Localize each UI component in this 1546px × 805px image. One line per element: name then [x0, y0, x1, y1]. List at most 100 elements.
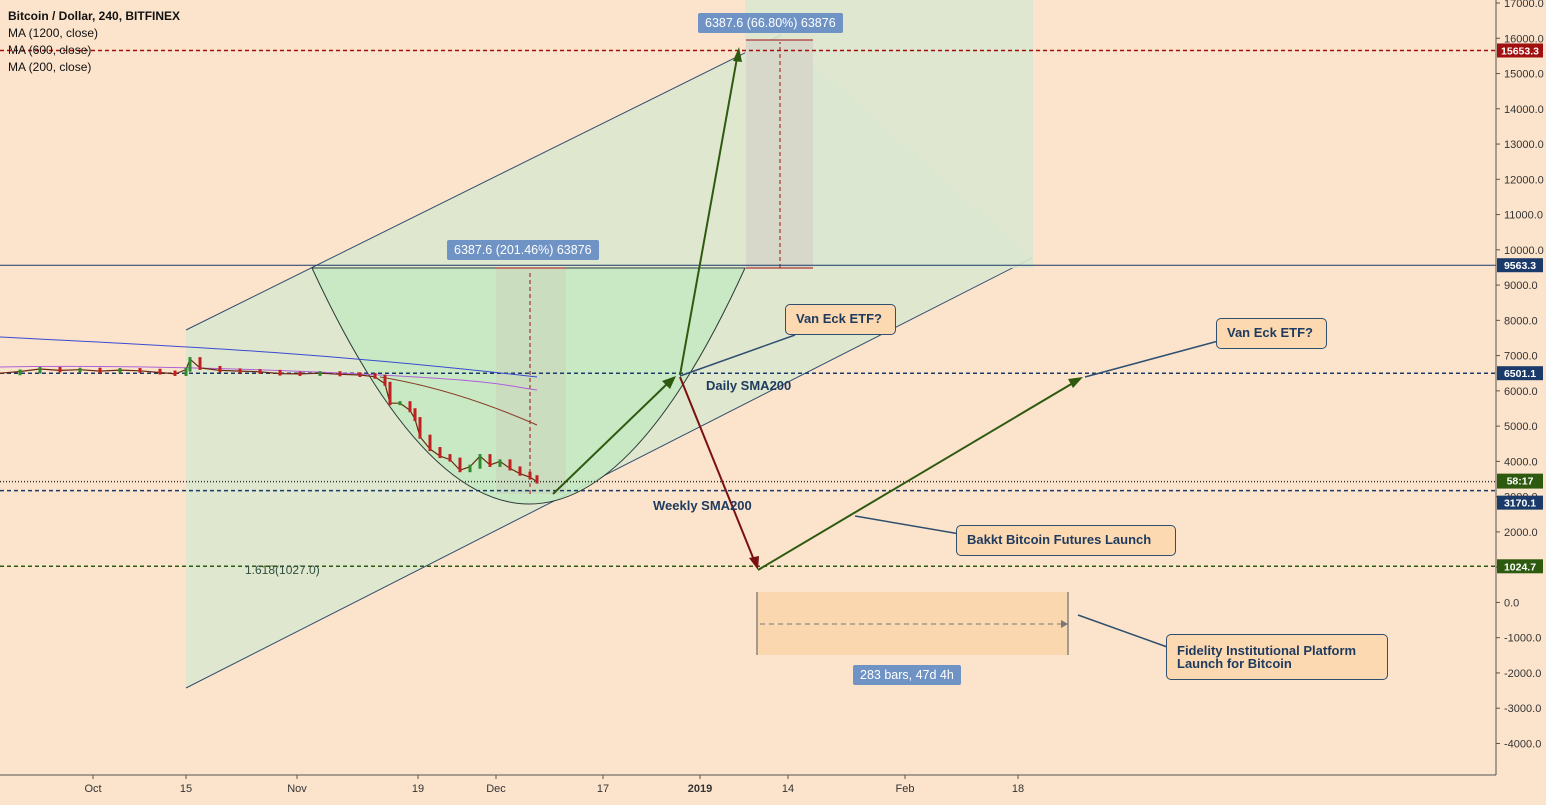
candle [413, 408, 417, 422]
x-tick-label: 14 [782, 783, 794, 795]
legend-symbol: Bitcoin / Dollar, 240, BITFINEX [8, 9, 181, 23]
candle [418, 417, 422, 439]
candle [468, 464, 472, 473]
y-tick-label: 0.0 [1504, 597, 1519, 609]
y-tick-label: -4000.0 [1504, 738, 1541, 750]
ma-1200-line [0, 336, 538, 378]
y-tick-label: 15000.0 [1504, 69, 1544, 81]
candle [428, 434, 432, 452]
y-tick-label: 16000.0 [1504, 33, 1544, 45]
candle [238, 368, 242, 374]
callout-van-eck-2[interactable]: Van Eck ETF? [1216, 318, 1327, 349]
arrow-up-1-head [662, 376, 676, 389]
candle [388, 381, 392, 406]
x-tick-label: 2019 [688, 783, 712, 795]
candle [258, 369, 262, 374]
candle [18, 369, 22, 376]
candle [528, 471, 532, 480]
arrow-up-3-head [1068, 377, 1083, 388]
bars-range-label: 283 bars, 47d 4h [853, 665, 961, 685]
callout-bakkt[interactable]: Bakkt Bitcoin Futures Launch [956, 525, 1176, 556]
arrow-up-2 [679, 57, 738, 376]
arrow-down-head [749, 556, 759, 570]
pointer-bakkt [854, 515, 961, 535]
candle [184, 367, 188, 376]
candle [448, 454, 452, 462]
price-tag [1497, 43, 1543, 58]
candle [278, 369, 282, 376]
arrow-down [679, 376, 755, 561]
candle [118, 368, 122, 374]
candle [383, 374, 387, 386]
callout-fidelity[interactable]: Fidelity Institutional Platform Launch f… [1166, 634, 1388, 680]
callout-van-eck-1[interactable]: Van Eck ETF? [785, 304, 896, 335]
y-tick-label: 4000.0 [1504, 456, 1538, 468]
fidelity-line2: Launch for Bitcoin [1177, 656, 1292, 671]
candle [38, 366, 42, 374]
channel-upper-line [185, 34, 782, 331]
y-tick-label: -1000.0 [1504, 633, 1541, 645]
price-tag [1497, 559, 1543, 574]
x-tick-label: 18 [1012, 783, 1024, 795]
target-top-label: 6387.6 (66.80%) 63876 [698, 13, 843, 33]
arrow-up-3 [757, 382, 1074, 571]
price-tag-label: 1024.7 [1504, 561, 1536, 573]
y-tick-label: 17000.0 [1504, 0, 1544, 10]
candle [198, 357, 202, 370]
candle [158, 368, 162, 375]
daily-sma-label: Daily SMA200 [706, 378, 792, 393]
candle [138, 368, 142, 373]
y-tick-label: 9000.0 [1504, 280, 1538, 292]
pointer-van-eck-2 [1084, 339, 1223, 378]
y-tick-label: -2000.0 [1504, 668, 1541, 680]
y-tick-label: 14000.0 [1504, 104, 1544, 116]
y-tick-label: -3000.0 [1504, 703, 1541, 715]
y-tick-label: 12000.0 [1504, 174, 1544, 186]
candle [408, 401, 412, 413]
price-axis[interactable]: 17000.0 16000.0 15000.0 14000.0 13000.0 12000… [1496, 0, 1544, 750]
candle [218, 365, 222, 373]
price-tag-label: 15653.3 [1501, 45, 1539, 57]
candle [518, 466, 522, 476]
target-mid-label: 6387.6 (201.46%) 63876 [447, 240, 599, 260]
candle [488, 454, 492, 467]
price-tag [1497, 258, 1543, 273]
y-tick-label: 2000.0 [1504, 527, 1538, 539]
candle [298, 371, 302, 376]
price-line [0, 358, 538, 483]
candle [78, 367, 82, 373]
candle [535, 475, 539, 484]
x-tick-label: Dec [486, 783, 506, 795]
price-tag-label: 3170.1 [1504, 498, 1536, 510]
x-tick-label: Oct [84, 783, 101, 795]
price-tags: 15653.39563.36501.13427.358:173170.11024… [1497, 43, 1543, 574]
y-tick-label: 13000.0 [1504, 139, 1544, 151]
y-tick-label: 10000.0 [1504, 245, 1544, 257]
price-tag-label: 58:17 [1507, 476, 1534, 488]
time-range-arrowhead [1061, 620, 1068, 628]
weekly-sma-label: Weekly SMA200 [653, 498, 752, 513]
price-tag [1497, 366, 1543, 381]
candle [498, 459, 502, 467]
arrow-up-1 [552, 382, 669, 495]
horizontal-levels [0, 49, 1496, 568]
time-axis[interactable]: Oct 15 Nov 19 Dec 17 2019 14 Feb 18 [84, 775, 1024, 795]
legend-ma-200: MA (200, close) [8, 60, 92, 74]
price-tag-label: 6501.1 [1504, 368, 1536, 380]
price-tag [1497, 473, 1543, 488]
candle [458, 457, 462, 473]
price-tag-label: 9563.3 [1504, 260, 1536, 272]
candle [508, 459, 512, 471]
fidelity-line1: Fidelity Institutional Platform [1177, 643, 1357, 658]
candle [98, 367, 102, 374]
candle [338, 371, 342, 377]
pointer-fidelity [1077, 614, 1171, 649]
mid-measure-box [496, 268, 566, 494]
candle [358, 372, 362, 377]
price-axis-bg [1496, 0, 1546, 775]
fib-label: 1.618(1027.0) [245, 563, 320, 577]
candle [398, 401, 402, 406]
y-tick-label: 11000.0 [1504, 210, 1543, 222]
